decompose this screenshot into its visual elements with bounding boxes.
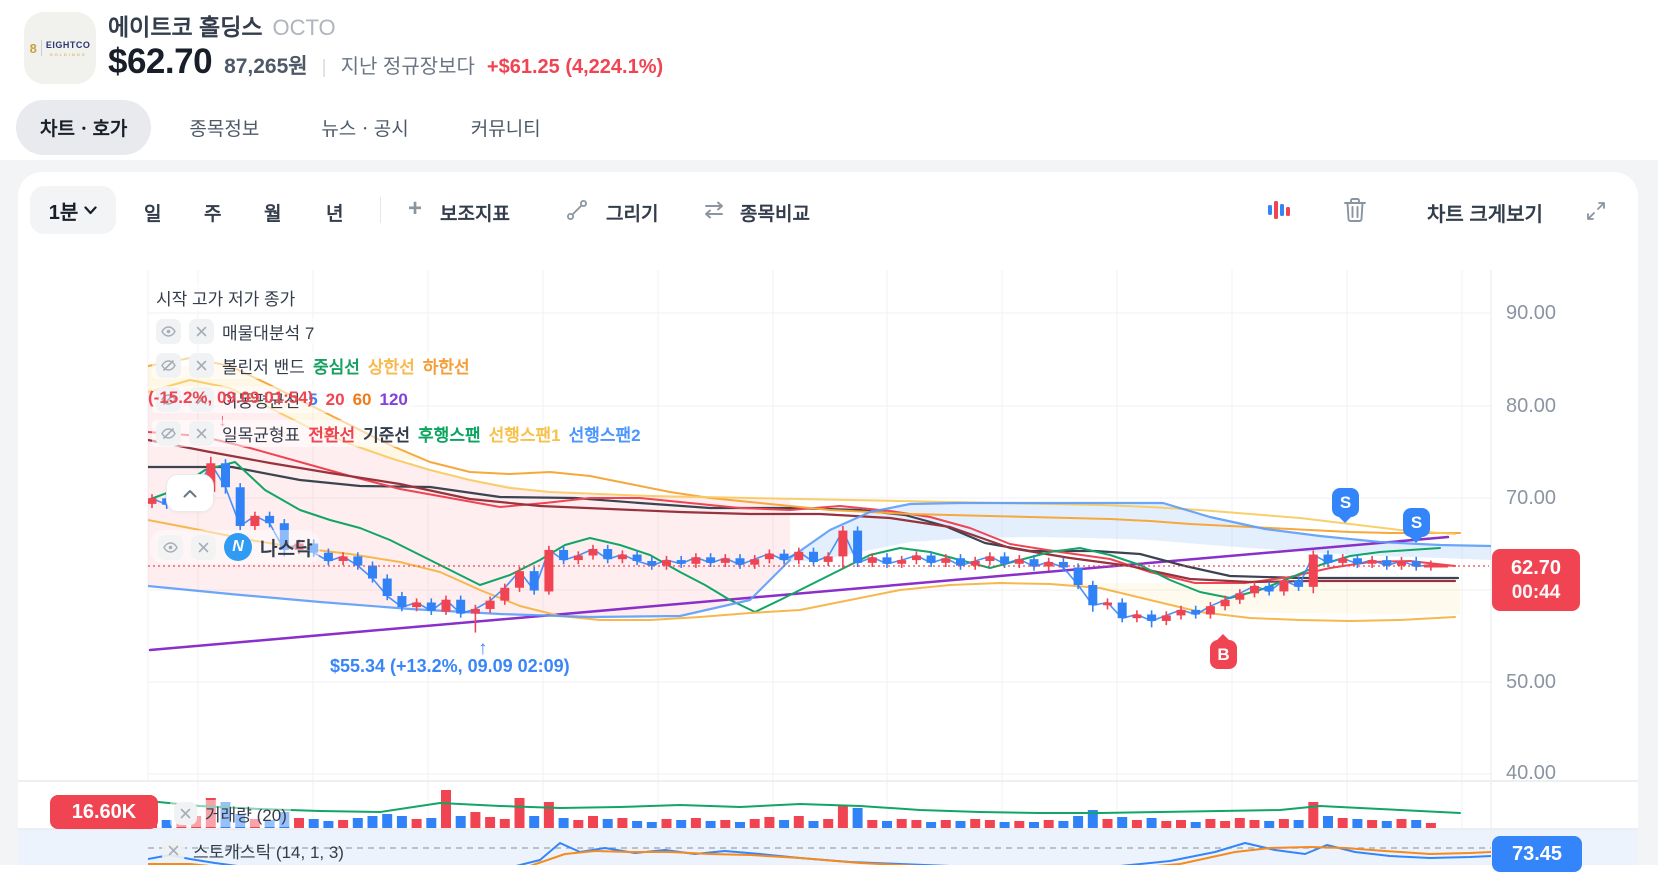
eye-off-icon[interactable]	[156, 421, 181, 446]
tab-bar: 차트ㆍ호가 종목정보 뉴스ㆍ공시 커뮤니티	[16, 100, 565, 155]
trash-icon[interactable]	[1342, 196, 1368, 224]
close-icon[interactable]	[162, 839, 185, 862]
tab-community[interactable]: 커뮤니티	[470, 119, 541, 140]
compare-button[interactable]: 종목비교	[740, 204, 810, 225]
volume-value-badge: 16.60K	[50, 795, 158, 829]
legend-volume-profile-label: 매물대분석 7	[222, 324, 315, 343]
logo-name: EIGHTCO	[45, 39, 91, 50]
high-point-annotation: (-15.2%, 09.09 01:54)	[148, 388, 314, 407]
y-axis-label-80: 80.00	[1506, 395, 1557, 417]
eye-off-icon[interactable]	[156, 353, 181, 378]
price-change: +$61.25 (4,224.1%)	[486, 56, 664, 78]
y-axis-label-70: 70.00	[1506, 487, 1557, 509]
buy-marker[interactable]: B	[1210, 634, 1237, 669]
sell-marker-label: S	[1339, 492, 1352, 512]
buy-marker-label: B	[1217, 644, 1230, 664]
low-point-annotation: $55.34 (+13.2%, 09.09 02:09)	[330, 656, 570, 676]
close-icon[interactable]	[174, 802, 197, 825]
indicator-button[interactable]: 보조지표	[440, 204, 510, 225]
expand-icon[interactable]	[1586, 201, 1606, 221]
stochastic-value-badge: 73.45	[1492, 836, 1582, 872]
legend-nasdaq-compare: N 나스닥	[150, 530, 321, 564]
legend-senkou1: 선행스팬1	[488, 426, 561, 445]
sell-marker[interactable]: S	[1332, 488, 1359, 523]
legend-ichimoku-name: 일목균형표	[222, 426, 301, 445]
chevron-down-icon	[84, 205, 97, 214]
tab-news[interactable]: 뉴스ㆍ공시	[321, 119, 409, 140]
legend-ichimoku: 일목균형표 전환선 기준선 후행스팬 선행스팬1 선행스팬2	[152, 420, 645, 447]
legend-ma-name: 이동평균선	[222, 392, 301, 411]
legend-volume-profile: 매물대분석 7	[152, 318, 319, 345]
compare-swap-icon[interactable]	[702, 200, 726, 220]
eye-icon[interactable]	[158, 534, 183, 560]
sell-marker[interactable]: S	[1403, 508, 1430, 543]
legend-senkou2: 선행스팬2	[568, 426, 641, 445]
collapse-legend-button[interactable]	[166, 474, 214, 512]
legend-ma-120: 120	[379, 389, 408, 409]
plus-icon: +	[408, 195, 423, 222]
arrow-up-icon: ↑	[478, 638, 488, 659]
eye-off-icon[interactable]	[156, 387, 181, 412]
compare-label: 지난 정규장보다	[340, 56, 475, 78]
legend-tenkan: 전환선	[308, 426, 356, 445]
interval-value: 1분	[48, 201, 79, 224]
eightco-mark-icon: 8	[29, 40, 37, 56]
draw-icon[interactable]	[566, 199, 588, 221]
price-krw: 87,265원	[224, 55, 308, 78]
volume-legend: 거래량 (20)	[170, 800, 291, 827]
price-divider: |	[321, 57, 327, 78]
legend-ohlc-label: 시작 고가 저가 종가	[156, 290, 296, 309]
legend-nasdaq-label: 나스닥	[260, 538, 313, 560]
close-icon[interactable]	[191, 534, 216, 560]
legend-ma-60: 60	[352, 389, 372, 409]
logo-divider	[40, 40, 42, 56]
legend-ohlc: 시작 고가 저가 종가	[152, 284, 300, 311]
legend-bollinger-name: 볼린저 밴드	[222, 358, 305, 377]
legend-moving-average: 이동평균선 5 20 60 120	[152, 386, 412, 413]
chart-style-icon[interactable]	[1266, 197, 1292, 223]
nasdaq-logo-icon: N	[224, 533, 252, 561]
stochastic-legend-label: 스토캐스틱 (14, 1, 3)	[193, 843, 344, 862]
close-icon[interactable]	[189, 353, 214, 378]
legend-bollinger: 볼린저 밴드 중심선 상한선 하한선	[152, 352, 474, 379]
eye-icon[interactable]	[156, 319, 181, 344]
stock-title: 에이트코 홀딩스	[108, 14, 263, 40]
period-month-button[interactable]: 월	[264, 204, 282, 225]
stochastic-legend: 스토캐스틱 (14, 1, 3)	[158, 837, 348, 864]
chevron-up-icon	[183, 489, 197, 497]
countdown-timer: 00:44	[1511, 581, 1561, 603]
tab-stock-info[interactable]: 종목정보	[189, 119, 260, 140]
stock-ticker: OCTO	[272, 15, 336, 40]
y-axis-label-40: 40.00	[1506, 762, 1557, 784]
close-icon[interactable]	[189, 421, 214, 446]
legend-ma-20: 20	[325, 389, 345, 409]
interval-dropdown[interactable]: 1분	[30, 186, 116, 234]
stock-logo: 8 EIGHTCO HOLDINGS	[24, 12, 96, 84]
tab-chart-quotes[interactable]: 차트ㆍ호가	[16, 100, 152, 155]
close-icon[interactable]	[189, 387, 214, 412]
volume-legend-label: 거래량 (20)	[205, 806, 287, 825]
logo-subtitle: HOLDINGS	[49, 51, 87, 57]
enlarge-chart-button[interactable]: 차트 크게보기	[1427, 204, 1543, 226]
current-price-badge: 62.70 00:44	[1492, 549, 1580, 611]
legend-kijun: 기준선	[363, 426, 411, 445]
current-price-value: 62.70	[1510, 556, 1562, 579]
close-icon[interactable]	[189, 319, 214, 344]
sell-marker-label: S	[1410, 512, 1423, 532]
period-day-button[interactable]: 일	[144, 204, 162, 225]
y-axis-label-50: 50.00	[1506, 671, 1557, 693]
period-year-button[interactable]: 년	[326, 204, 344, 225]
current-price: $62.70	[108, 42, 213, 81]
legend-bb-lower: 하한선	[422, 358, 470, 377]
y-axis-label-90: 90.00	[1506, 302, 1557, 324]
legend-chikou: 후행스팬	[418, 426, 481, 445]
legend-bb-upper: 상한선	[367, 358, 415, 377]
draw-button[interactable]: 그리기	[606, 204, 659, 225]
legend-ma-5: 5	[308, 389, 318, 409]
legend-bb-mid: 중심선	[312, 358, 360, 377]
period-week-button[interactable]: 주	[204, 204, 222, 225]
toolbar-divider	[380, 197, 381, 223]
